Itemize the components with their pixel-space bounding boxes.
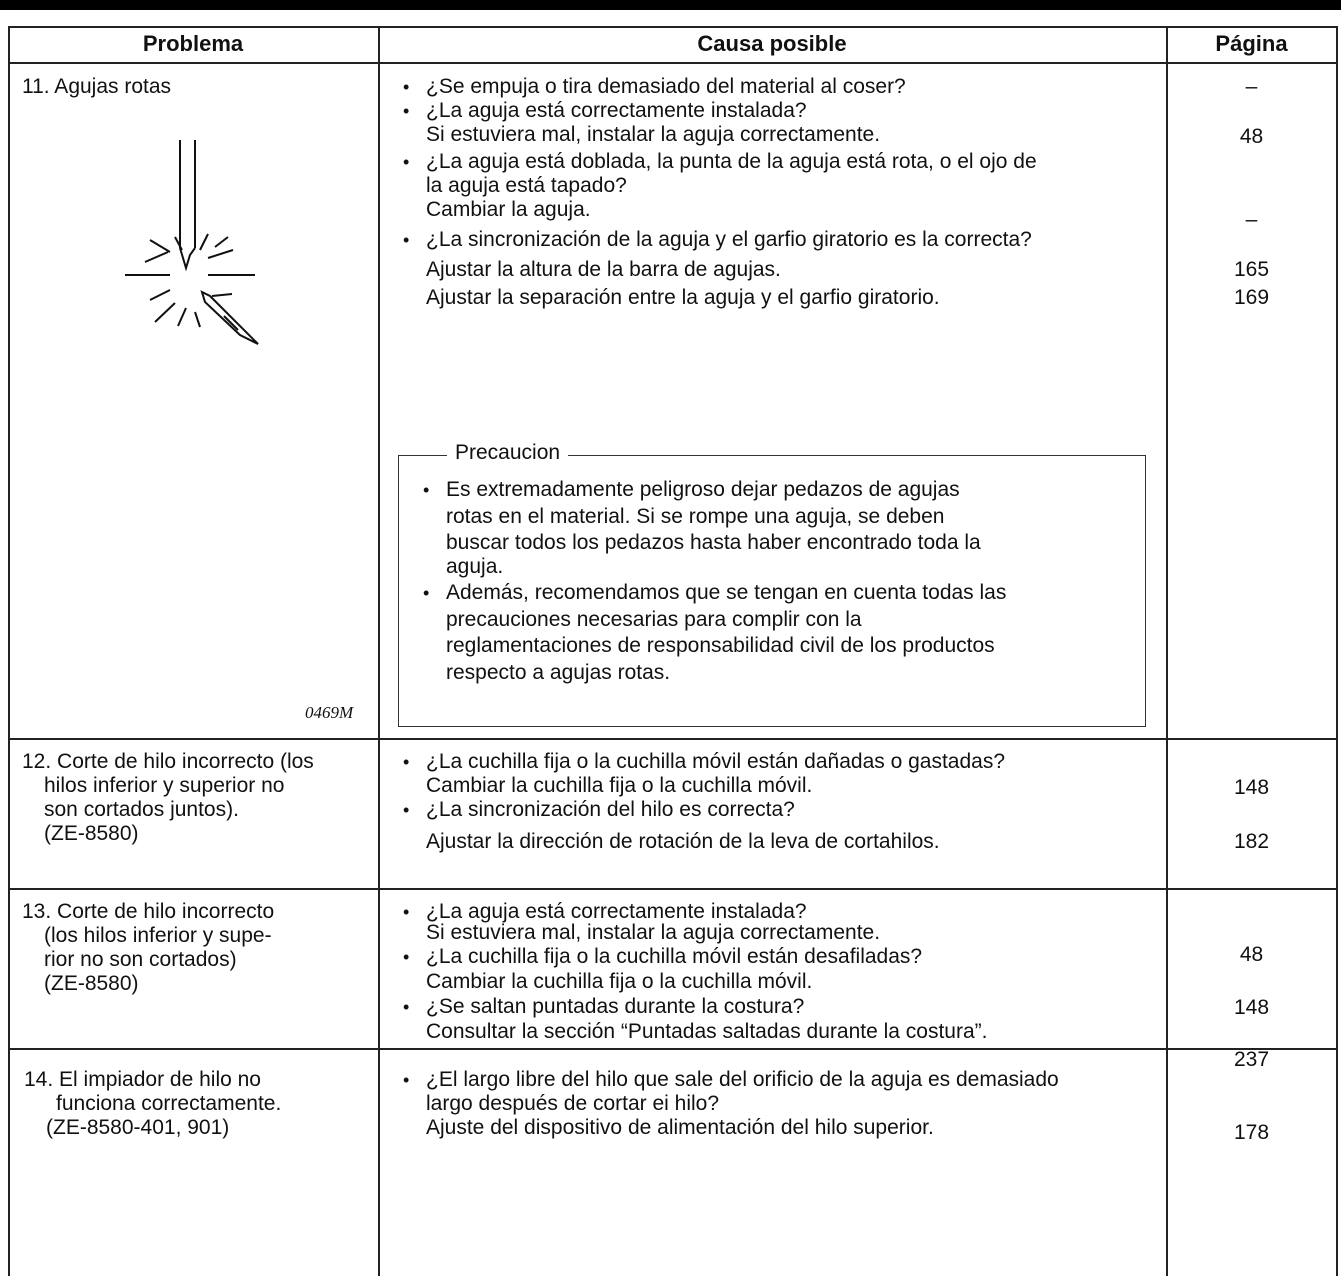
problem-text: (ZE-8580-401, 901) (46, 1116, 230, 1139)
caution-text: Además, recomendamos que se tengan en cu… (446, 581, 1007, 604)
caution-text: buscar todos los pedazos hasta haber enc… (446, 531, 981, 554)
cause-text: Si estuviera mal, instalar la aguja corr… (426, 123, 881, 146)
col-line (8, 26, 10, 1276)
page-ref: – (1245, 208, 1258, 231)
page-ref: 237 (1233, 1048, 1270, 1071)
problem-text: 14. El impiador de hilo no (24, 1068, 261, 1091)
header-page: Página (1215, 31, 1288, 56)
caution-text: Es extremadamente peligroso dejar pedazo… (446, 478, 960, 501)
bullet: • (403, 230, 410, 250)
page-ref: 48 (1239, 943, 1264, 966)
caution-text: respecto a agujas rotas. (446, 661, 671, 684)
cause-text: Cambiar la cuchilla fija o la cuchilla m… (426, 970, 813, 993)
top-bar (0, 0, 1341, 10)
cause-text: ¿La cuchilla fija o la cuchilla móvil es… (426, 750, 1006, 773)
bullet: • (403, 947, 410, 967)
caution-text: aguja. (446, 555, 504, 578)
cause-text: Si estuviera mal, instalar la aguja corr… (426, 921, 881, 944)
bullet: • (423, 480, 430, 500)
cause-text: largo después de cortar ei hilo? (426, 1092, 720, 1115)
cause-text: Cambiar la cuchilla fija o la cuchilla m… (426, 774, 813, 797)
cause-text: ¿El largo libre del hilo que sale del or… (426, 1068, 1059, 1091)
cause-text: ¿Se saltan puntadas durante la costura? (426, 995, 805, 1018)
bullet: • (403, 77, 410, 97)
page-ref: 48 (1239, 125, 1264, 148)
col-line (378, 26, 380, 1276)
bullet: • (403, 1070, 410, 1090)
bullet: • (423, 583, 430, 603)
cause-text: Ajustar la dirección de rotación de la l… (426, 830, 940, 853)
problem-text: 11. Agujas rotas (22, 75, 172, 98)
problem-text: (ZE-8580) (44, 972, 139, 995)
problem-text: 13. Corte de hilo incorrecto (22, 900, 275, 923)
caution-text: rotas en el material. Si se rompe una ag… (446, 505, 945, 528)
caution-text: precauciones necesarias para complir con… (446, 608, 862, 631)
problem-text: son cortados juntos). (44, 798, 239, 821)
header-cause: Causa posible (697, 31, 847, 56)
bullet: • (403, 997, 410, 1017)
page-ref: 178 (1233, 1121, 1270, 1144)
problem-text: funciona correctamente. (56, 1092, 282, 1115)
cause-text: ¿La aguja está correctamente instalada? (426, 900, 807, 923)
caution-title: Precaucion (447, 441, 569, 465)
cause-text: Ajustar la altura de la barra de agujas. (426, 258, 781, 281)
page-ref: 169 (1233, 286, 1270, 309)
cause-text: Ajustar la separación entre la aguja y e… (426, 286, 940, 309)
row-line (8, 1048, 1337, 1050)
bullet: • (403, 152, 410, 172)
row-line (8, 62, 1337, 64)
row-line (8, 888, 1337, 890)
cause-text: la aguja está tapado? (426, 174, 627, 197)
cause-text: ¿La aguja está correctamente instalada? (426, 99, 807, 122)
bullet: • (403, 101, 410, 121)
cause-text: Ajuste del dispositivo de alimentación d… (426, 1116, 934, 1139)
cause-text: ¿La sincronización del hilo es correcta? (426, 798, 795, 821)
page-ref: 182 (1233, 830, 1270, 853)
cause-text: ¿La sincronización de la aguja y el garf… (426, 228, 1032, 251)
figure-label: 0469M (305, 703, 354, 722)
problem-text: hilos inferior y superior no (44, 774, 285, 797)
caution-text: reglamentaciones de responsabilidad civi… (446, 634, 995, 657)
cause-text: ¿La aguja está doblada, la punta de la a… (426, 150, 1037, 173)
col-line (1336, 26, 1338, 1276)
bullet: • (403, 902, 410, 922)
page-ref: 148 (1233, 996, 1270, 1019)
cause-text: ¿Se empuja o tira demasiado del material… (426, 75, 906, 98)
cause-text: Consultar la sección “Puntadas saltadas … (426, 1020, 988, 1043)
cause-text: ¿La cuchilla fija o la cuchilla móvil es… (426, 945, 923, 968)
problem-text: (los hilos inferior y supe- (44, 924, 272, 947)
problem-text: (ZE-8580) (44, 822, 139, 845)
problem-text: rior no son cortados) (44, 948, 237, 971)
col-line (1166, 26, 1168, 1276)
bullet: • (403, 800, 410, 820)
caution-box (398, 455, 1146, 727)
page-ref: – (1245, 75, 1258, 98)
row-line (8, 738, 1337, 740)
header-problem: Problema (142, 31, 244, 56)
cause-text: Cambiar la aguja. (426, 198, 591, 221)
page-ref: 148 (1233, 776, 1270, 799)
page-ref: 165 (1233, 258, 1270, 281)
bullet: • (403, 752, 410, 772)
problem-text: 12. Corte de hilo incorrecto (los (22, 750, 314, 773)
row-line (8, 26, 1337, 28)
